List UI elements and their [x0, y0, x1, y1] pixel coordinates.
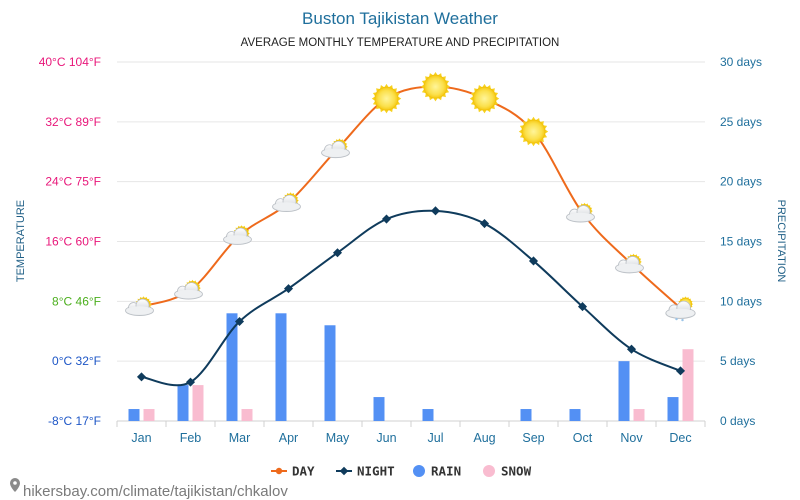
right-tick-label: 10 days: [720, 294, 762, 308]
legend-label: DAY: [292, 464, 315, 479]
partly-cloudy-icon: [223, 225, 252, 245]
left-tick-label: 8°C 46°F: [52, 294, 101, 308]
month-label: Aug: [473, 431, 495, 445]
partly-cloudy-icon: [272, 192, 301, 213]
night-point: [234, 317, 245, 327]
month-label: Feb: [180, 431, 202, 445]
night-point: [136, 372, 147, 382]
month-label: Apr: [279, 431, 298, 445]
rain-bar: [569, 409, 581, 421]
right-axis-label: PRECIPITATION: [775, 200, 787, 283]
month-label: Jul: [428, 431, 444, 445]
left-tick-label: 0°C 32°F: [52, 354, 101, 368]
legend-item-night: NIGHT: [336, 464, 395, 479]
snow-bar: [682, 349, 694, 421]
legend: DAY NIGHT RAIN SNOW: [271, 464, 532, 479]
partly-cloudy-icon: [566, 202, 595, 223]
night-point: [185, 377, 196, 387]
chart-title: Buston Tajikistan Weather: [302, 9, 498, 28]
month-label: Nov: [620, 431, 643, 445]
sun-icon: [420, 72, 451, 102]
footer-link[interactable]: hikersbay.com/climate/tajikistan/chkalov: [10, 478, 288, 500]
night-point: [479, 219, 490, 229]
right-tick-label: 30 days: [720, 55, 762, 69]
month-label: Mar: [229, 431, 251, 445]
precipitation-bars: [128, 313, 694, 421]
rain-bar: [128, 409, 140, 421]
rain-bar: [324, 325, 336, 421]
rain-bar: [618, 361, 630, 421]
right-tick-label: 20 days: [720, 175, 762, 189]
right-axis: 30 days 25 days 20 days 15 days 10 days 5 day…: [720, 55, 762, 428]
sun-icon: [371, 83, 402, 114]
legend-swatch: [413, 465, 425, 477]
sun-icon: [518, 116, 549, 147]
rain-bar: [520, 409, 532, 421]
night-point: [381, 214, 392, 224]
legend-item-day: DAY: [271, 464, 315, 479]
legend-item-snow: SNOW: [483, 464, 532, 479]
left-tick-label: 32°C 89°F: [45, 115, 101, 129]
x-axis: Jan Feb Mar Apr May Jun Jul Aug Sep Oct Nov Dec: [116, 421, 706, 445]
partly-cloudy-icon: [174, 279, 203, 300]
legend-label: RAIN: [431, 464, 461, 479]
weather-icons: [125, 72, 696, 322]
snow-cloud-icon: [665, 296, 696, 322]
footer-link-text[interactable]: hikersbay.com/climate/tajikistan/chkalov: [23, 483, 288, 500]
rain-bar: [275, 313, 287, 421]
legend-item-rain: RAIN: [413, 464, 461, 479]
rain-bar: [667, 397, 679, 421]
night-line: [141, 209, 681, 387]
chart-subtitle: AVERAGE MONTHLY TEMPERATURE AND PRECIPIT…: [241, 37, 560, 49]
snow-bar: [143, 409, 155, 421]
legend-label: NIGHT: [357, 464, 395, 479]
month-label: Jun: [376, 431, 396, 445]
right-tick-label: 5 days: [720, 354, 755, 368]
month-label: May: [326, 431, 350, 445]
location-pin-icon: [10, 478, 20, 492]
partly-cloudy-icon: [321, 138, 350, 159]
rain-bar: [373, 397, 385, 421]
snow-bar: [241, 409, 253, 421]
sun-icon: [469, 83, 500, 114]
left-axis: 40°C 104°F 32°C 89°F 24°C 75°F 16°C 60°F 8°C…: [39, 55, 101, 428]
night-point: [430, 206, 441, 216]
partly-cloudy-icon: [615, 253, 644, 274]
month-label: Sep: [522, 431, 544, 445]
right-tick-label: 25 days: [720, 115, 762, 129]
right-tick-label: 0 days: [720, 414, 755, 428]
snow-bar: [192, 385, 204, 421]
day-line: [141, 85, 682, 309]
month-label: Dec: [669, 431, 691, 445]
left-axis-label: TEMPERATURE: [15, 200, 27, 282]
left-tick-label: 24°C 75°F: [45, 175, 101, 189]
left-tick-label: 40°C 104°F: [39, 55, 101, 69]
legend-marker: [339, 466, 349, 476]
legend-marker: [275, 467, 283, 475]
right-tick-label: 15 days: [720, 235, 762, 249]
partly-cloudy-icon: [125, 296, 154, 316]
left-tick-label: 16°C 60°F: [45, 235, 101, 249]
legend-swatch: [483, 465, 495, 477]
left-tick-label: -8°C 17°F: [48, 414, 101, 428]
snow-bar: [633, 409, 645, 421]
month-label: Jan: [131, 431, 151, 445]
rain-bar: [422, 409, 434, 421]
temperature-lines: [136, 85, 686, 387]
month-label: Oct: [573, 431, 593, 445]
legend-label: SNOW: [501, 464, 532, 479]
rain-bar: [177, 385, 189, 421]
rain-bar: [226, 313, 238, 421]
